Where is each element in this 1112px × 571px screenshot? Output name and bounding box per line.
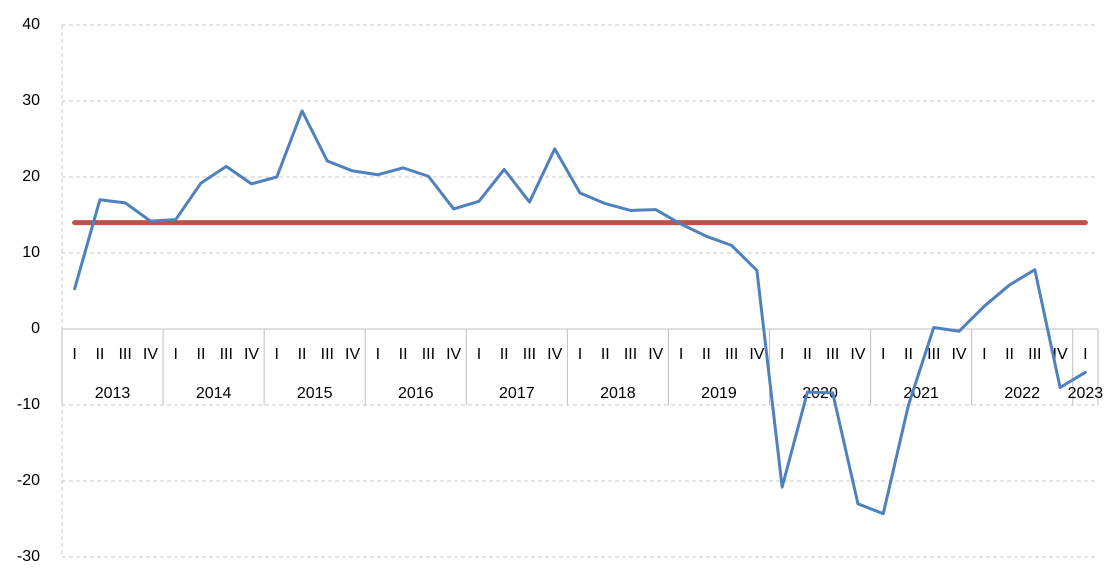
x-tick-label: I xyxy=(173,346,177,363)
x-group-label: 2022 xyxy=(1004,385,1040,402)
x-tick-label: I xyxy=(881,346,885,363)
x-tick-label: III xyxy=(927,346,940,363)
x-group-label: 2013 xyxy=(95,385,131,402)
x-tick-label: III xyxy=(624,346,637,363)
x-tick-label: II xyxy=(702,346,711,363)
x-tick-label: IV xyxy=(143,346,158,363)
x-tick-label: I xyxy=(679,346,683,363)
y-tick-label: -10 xyxy=(17,396,40,413)
series-line xyxy=(73,109,1087,516)
x-group-label: 2019 xyxy=(701,385,737,402)
x-tick-label: III xyxy=(422,346,435,363)
x-tick-label: III xyxy=(321,346,334,363)
x-group-label: 2018 xyxy=(600,385,636,402)
x-tick-label: I xyxy=(376,346,380,363)
x-tick-label: IV xyxy=(648,346,663,363)
x-tick-label: II xyxy=(95,346,104,363)
y-tick-label: -20 xyxy=(17,472,40,489)
y-tick-label: 10 xyxy=(22,244,40,261)
x-tick-label: IV xyxy=(1053,346,1068,363)
x-tick-label: I xyxy=(1083,346,1087,363)
x-tick-label: I xyxy=(72,346,76,363)
x-tick-label: II xyxy=(601,346,610,363)
x-tick-label: IV xyxy=(951,346,966,363)
x-tick-label: IV xyxy=(244,346,259,363)
y-tick-label: 40 xyxy=(22,16,40,33)
x-tick-label: IV xyxy=(547,346,562,363)
y-tick-label: 20 xyxy=(22,168,40,185)
x-tick-label: I xyxy=(982,346,986,363)
x-group-label: 2014 xyxy=(196,385,232,402)
x-tick-label: I xyxy=(780,346,784,363)
x-tick-label: III xyxy=(826,346,839,363)
y-tick-label: -30 xyxy=(17,548,40,565)
x-tick-label: IV xyxy=(749,346,764,363)
x-tick-label: IV xyxy=(850,346,865,363)
x-tick-label: III xyxy=(523,346,536,363)
x-group-label: 2015 xyxy=(297,385,333,402)
x-tick-label: III xyxy=(220,346,233,363)
x-tick-label: II xyxy=(904,346,913,363)
y-tick-label: 0 xyxy=(31,320,40,337)
x-tick-label: III xyxy=(1028,346,1041,363)
x-tick-label: I xyxy=(275,346,279,363)
x-tick-label: II xyxy=(1005,346,1014,363)
x-group-label: 2017 xyxy=(499,385,535,402)
x-tick-label: III xyxy=(725,346,738,363)
x-tick-label: IV xyxy=(345,346,360,363)
x-tick-label: II xyxy=(197,346,206,363)
x-group-label: 2023 xyxy=(1068,385,1104,402)
x-tick-label: IV xyxy=(446,346,461,363)
x-group-label: 2016 xyxy=(398,385,434,402)
x-tick-label: II xyxy=(803,346,812,363)
x-tick-label: I xyxy=(578,346,582,363)
x-tick-label: III xyxy=(118,346,131,363)
x-tick-label: II xyxy=(298,346,307,363)
x-tick-label: II xyxy=(500,346,509,363)
x-tick-label: I xyxy=(477,346,481,363)
y-tick-label: 30 xyxy=(22,92,40,109)
x-tick-label: II xyxy=(399,346,408,363)
